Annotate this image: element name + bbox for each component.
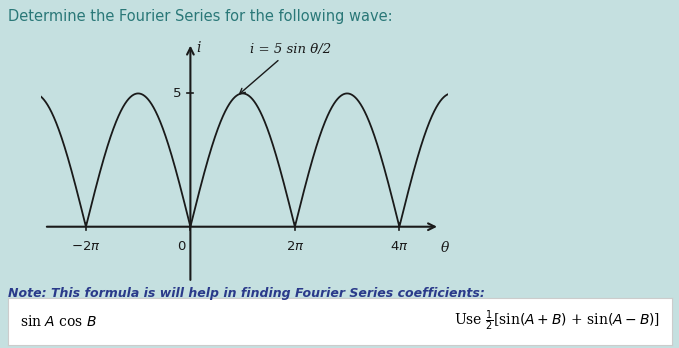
Text: $5$: $5$ (172, 87, 181, 100)
Text: θ: θ (441, 242, 449, 255)
Text: Use $\frac{1}{2}$[sin$(A + B)$ + sin$(A - B)$]: Use $\frac{1}{2}$[sin$(A + B)$ + sin$(A … (454, 309, 660, 333)
Text: sin $A$ cos $B$: sin $A$ cos $B$ (20, 314, 97, 329)
Text: Note: This formula is will help in finding Fourier Series coefficients:: Note: This formula is will help in findi… (8, 287, 485, 300)
Text: Determine the Fourier Series for the following wave:: Determine the Fourier Series for the fol… (8, 9, 392, 24)
Text: $0$: $0$ (177, 240, 187, 253)
Text: i = 5 sin θ/2: i = 5 sin θ/2 (240, 43, 331, 94)
Text: i: i (196, 41, 201, 55)
Text: $-2\pi$: $-2\pi$ (71, 240, 100, 253)
Text: $4\pi$: $4\pi$ (390, 240, 409, 253)
Text: $2\pi$: $2\pi$ (286, 240, 304, 253)
